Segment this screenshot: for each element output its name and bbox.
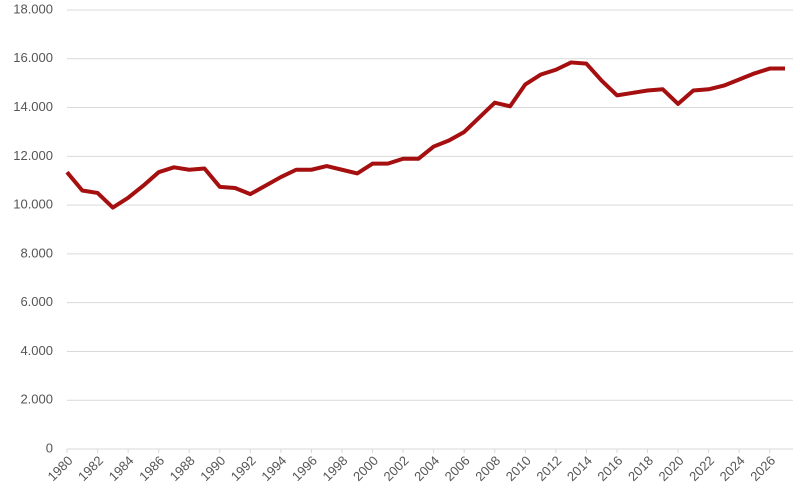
y-tick-label: 6.000: [20, 294, 53, 309]
x-tick-label: 1986: [136, 453, 167, 484]
y-tick-label: 14.000: [13, 99, 53, 114]
x-tick-label: 1992: [228, 453, 259, 484]
y-tick-label: 16.000: [13, 50, 53, 65]
x-tick-label: 1984: [106, 453, 137, 484]
y-tick-label: 12.000: [13, 148, 53, 163]
x-tick-label: 1988: [167, 453, 198, 484]
x-tick-label: 1980: [44, 453, 75, 484]
y-tick-label: 0: [46, 440, 53, 455]
line: [65, 60, 785, 210]
x-tick-label: 1994: [258, 453, 289, 484]
x-tick-label: 2008: [472, 453, 503, 484]
x-tick-label: 1996: [289, 453, 320, 484]
x-tick-label: 2000: [350, 453, 381, 484]
x-tick-label: 2002: [381, 453, 412, 484]
y-tick-label: 8.000: [20, 245, 53, 260]
y-tick-label: 2.000: [20, 392, 53, 407]
x-tick-label: 1990: [197, 453, 228, 484]
y-tick-label: 4.000: [20, 343, 53, 358]
x-tick-label: 2026: [747, 453, 778, 484]
x-tick-label: 2020: [656, 453, 687, 484]
x-tick-label: 2022: [686, 453, 717, 484]
x-tick-label: 1998: [319, 453, 350, 484]
y-tick-label: 18.000: [13, 1, 53, 16]
x-tick-label: 2016: [594, 453, 625, 484]
x-tick-label: 2006: [442, 453, 473, 484]
x-tick-label: 2010: [503, 453, 534, 484]
x-tick-label: 2012: [533, 453, 564, 484]
x-tick-label: 2004: [411, 453, 442, 484]
x-tick-label: 1982: [75, 453, 106, 484]
x-tick-label: 2014: [564, 453, 595, 484]
x-tick-label: 2024: [717, 453, 748, 484]
y-tick-label: 10.000: [13, 197, 53, 212]
x-tick-label: 2018: [625, 453, 656, 484]
